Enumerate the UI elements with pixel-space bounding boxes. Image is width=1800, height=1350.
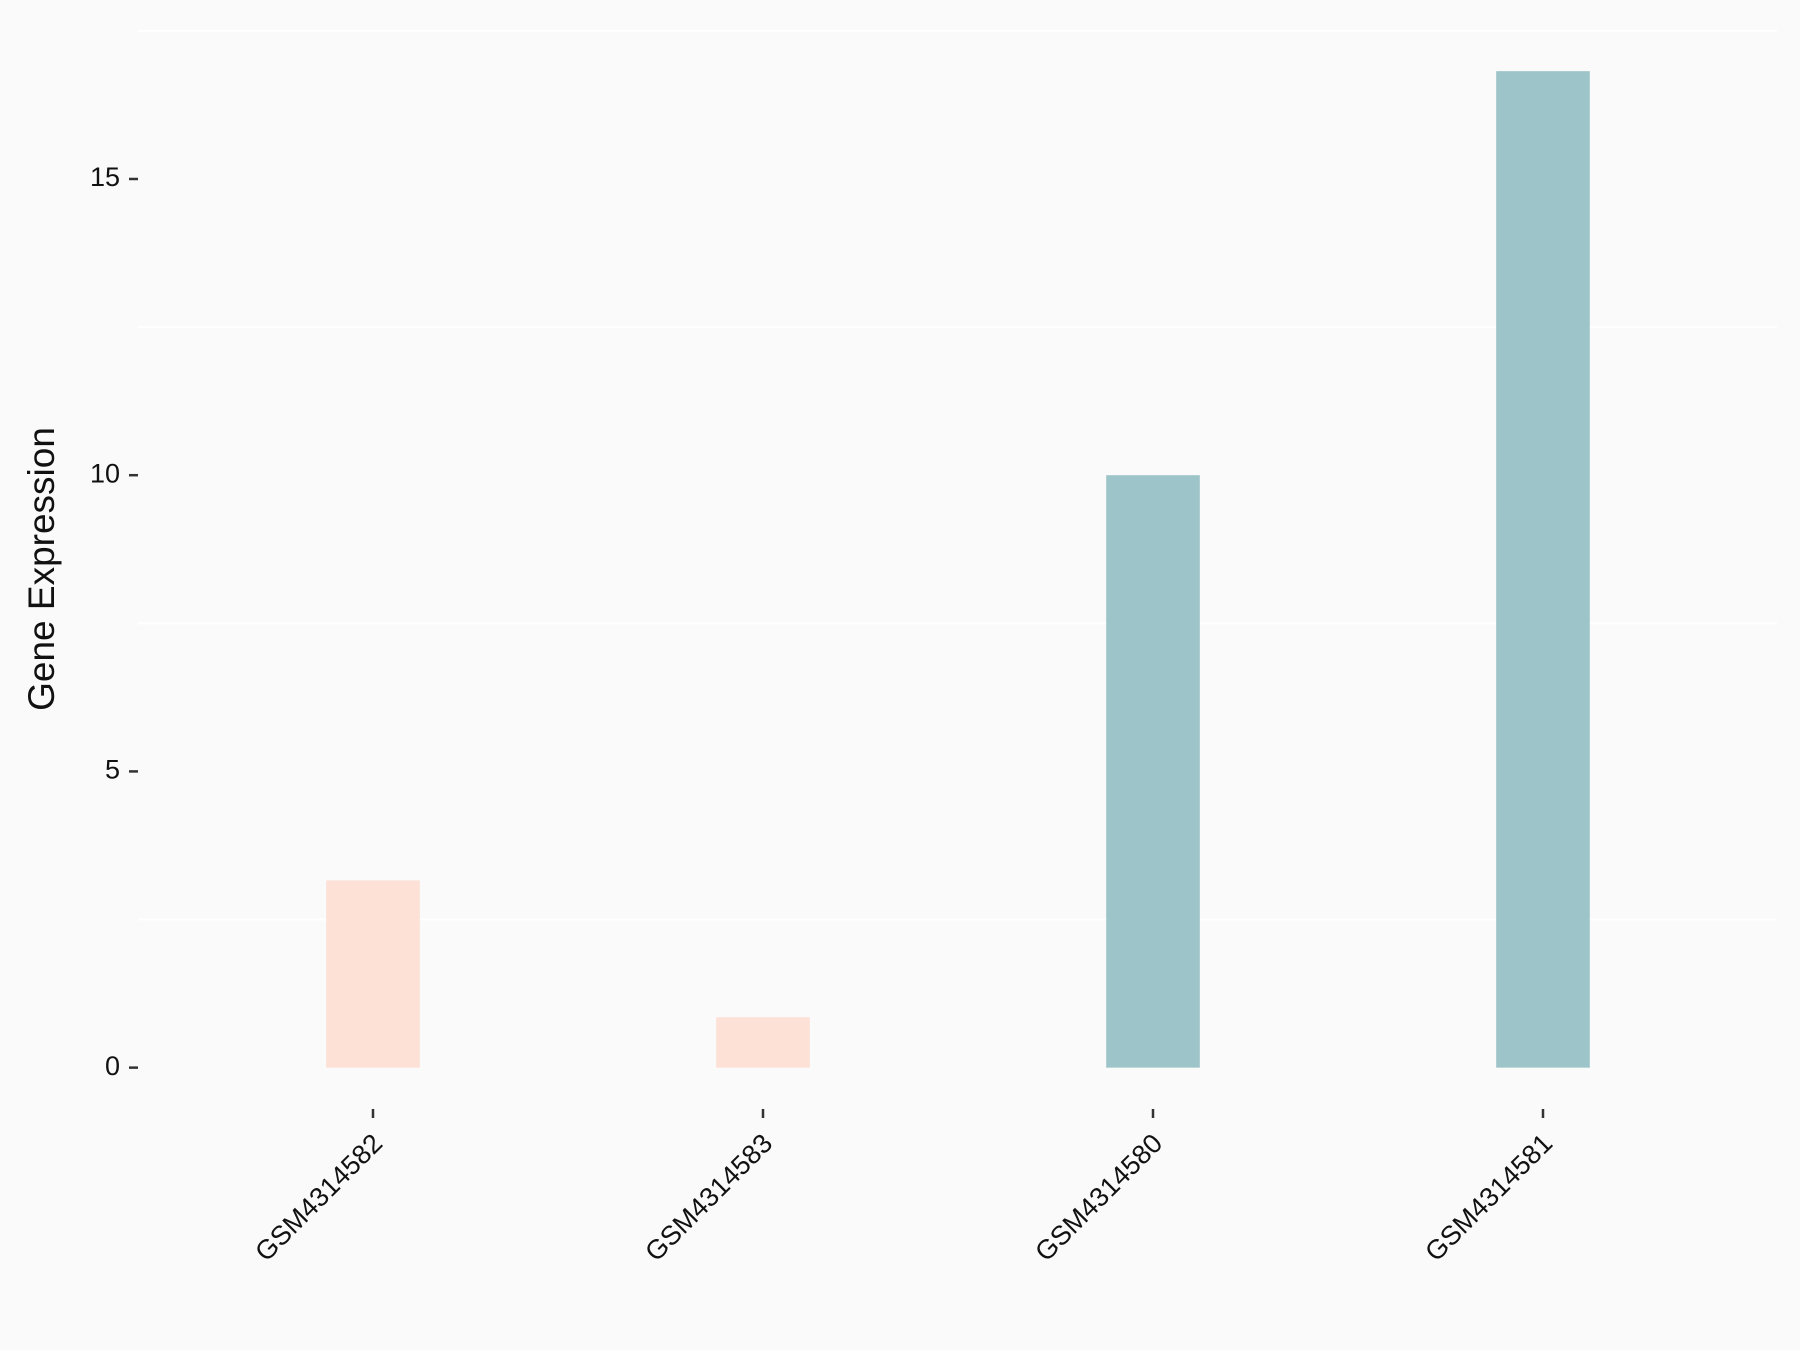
y-tick-label: 5 xyxy=(105,755,120,785)
bar xyxy=(716,1017,810,1068)
bar xyxy=(1496,71,1590,1068)
y-tick-label: 15 xyxy=(90,162,120,192)
bar xyxy=(1106,475,1200,1068)
bar xyxy=(326,880,420,1068)
y-tick-label: 10 xyxy=(90,458,120,488)
y-tick-label: 0 xyxy=(105,1051,120,1081)
y-axis-title: Gene Expression xyxy=(21,427,62,711)
